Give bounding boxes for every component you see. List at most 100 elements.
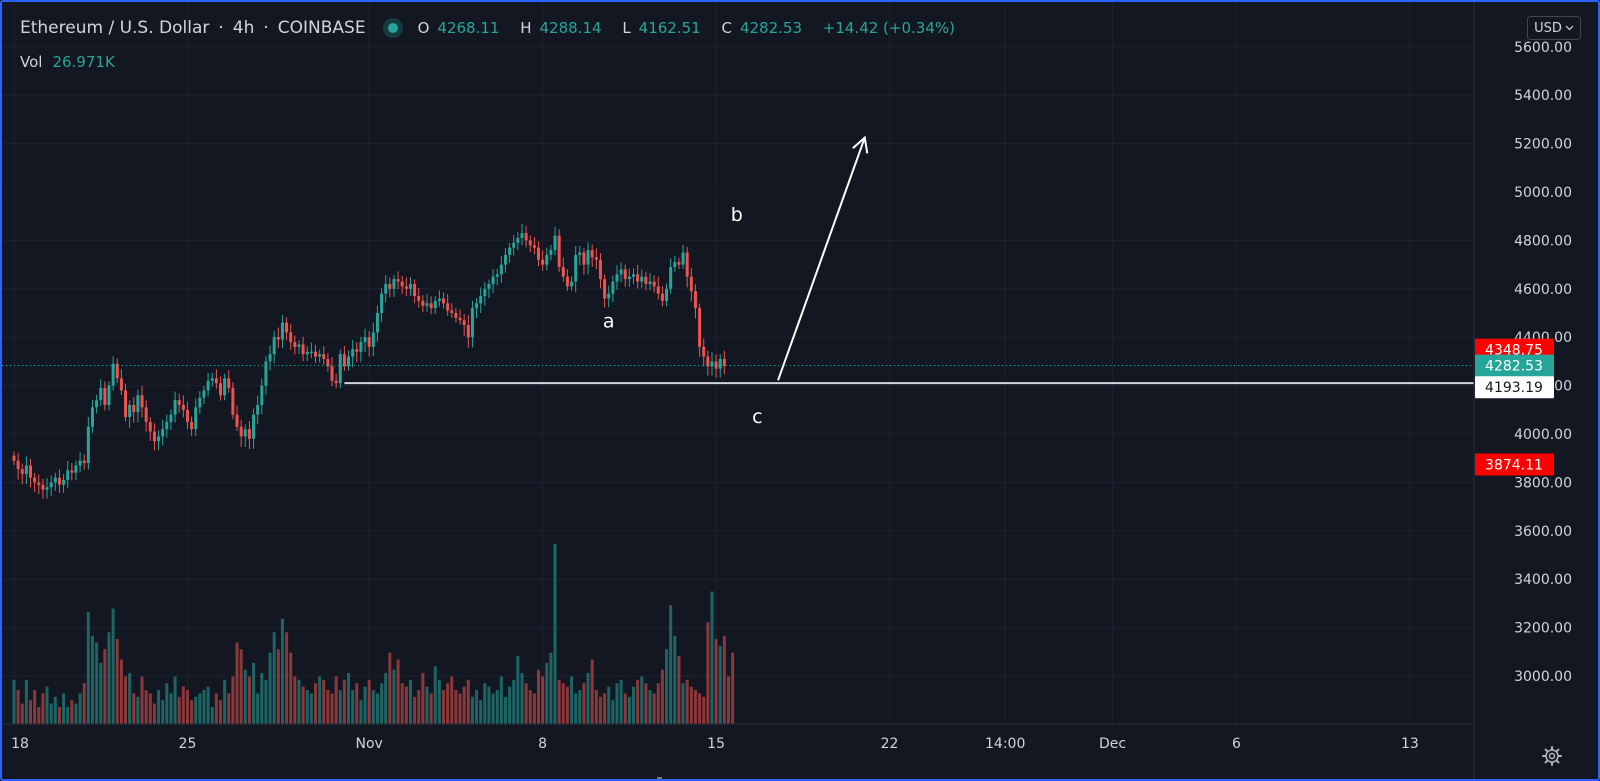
candle-body [111,363,115,386]
volume-bar [656,683,660,724]
volume-bar [136,696,140,724]
volume-bar [594,690,598,724]
volume-bar [689,686,693,724]
candle-body [231,388,235,415]
candle-body [272,337,276,355]
candle-body [103,388,107,405]
candle-body [706,356,710,367]
volume-bar [565,686,569,724]
candle-body [549,250,553,255]
candle-body [45,487,49,490]
price-axis-label: 3200.00 [1514,621,1572,637]
price-label-text: 4193.19 [1485,380,1543,396]
interval-label[interactable]: 4h [232,18,255,38]
candle-body [677,262,681,265]
volume-bar [53,696,57,724]
volume-bar [487,686,491,724]
gear-icon[interactable] [1540,744,1564,768]
high-key: H [520,19,532,37]
candle-body [454,313,458,318]
volume-bar [74,703,78,724]
price-axis-label: 5400.00 [1514,88,1572,104]
header-sep-2: · [263,18,269,38]
candle-body [363,337,367,343]
volume-bar [326,690,330,724]
candle-body [619,269,623,275]
candle-body [603,279,607,299]
trend-arrow[interactable] [777,137,866,381]
volume-bar [660,669,664,724]
volume-bar [330,693,334,724]
volume-bar [499,676,503,724]
price-axis-label: 4600.00 [1514,282,1572,298]
volume-bar [82,683,86,724]
candle-body [198,397,202,408]
volume-bar [528,690,532,724]
candle-body [532,245,536,248]
candle-body [326,358,330,367]
volume-bar [305,690,309,724]
volume-bar [380,683,384,724]
candle-body [107,385,111,405]
candle-body [82,460,86,464]
candle-body [359,342,363,352]
volume-value: 26.971K [52,53,115,71]
candle-body [322,354,326,359]
volume-bar [219,700,222,724]
scroll-marker[interactable] [657,777,662,781]
volume-bar [99,662,103,724]
candle-body [508,247,512,255]
volume-bar [214,693,218,724]
candle-body [479,296,483,304]
time-axis-label: 22 [881,736,899,752]
symbol-title[interactable]: Ethereum / U.S. Dollar [20,18,210,38]
candle-body [124,390,128,418]
volume-bar [185,690,189,724]
volume-bar [644,683,648,724]
volume-bar [549,652,553,724]
volume-bar [41,693,45,724]
volume-bar [586,673,590,724]
volume-bar [652,693,656,724]
candle-body [648,281,652,284]
volume-bar [95,642,99,724]
candle-body [12,455,16,461]
volume-bar [603,693,607,724]
volume-bar [512,679,516,724]
candle-body [181,404,185,410]
volume-bar [190,700,194,724]
volume-bar [450,676,454,724]
candle-body [90,407,94,427]
volume-bar [86,611,90,724]
volume-bar [475,690,479,724]
volume-bar [119,659,123,724]
volume-bar [710,591,714,724]
volume-bar [681,683,685,724]
candle-body [528,240,532,246]
volume-bar [677,656,681,724]
candle-body [537,247,541,260]
price-label-text: 4282.53 [1485,359,1543,375]
volume-bar [144,690,148,724]
volume-bar [648,690,652,724]
volume-bar [66,707,70,724]
candle-body [20,469,24,474]
candle-body [37,482,41,485]
volume-bar [537,669,541,724]
candle-body [347,356,351,367]
volume-bar [202,690,206,724]
candle-body [446,303,450,311]
exchange-label: COINBASE [277,18,366,38]
candle-body [570,281,574,287]
candle-body [309,351,313,353]
candle-body [194,407,198,430]
candle-body [78,460,82,466]
candle-body [219,383,222,396]
candle-body [380,293,384,313]
candle-body [470,308,474,338]
candle-body [227,378,231,389]
candle-body [161,429,165,437]
volume-bar [425,686,429,724]
currency-dropdown[interactable]: USD [1527,16,1581,40]
